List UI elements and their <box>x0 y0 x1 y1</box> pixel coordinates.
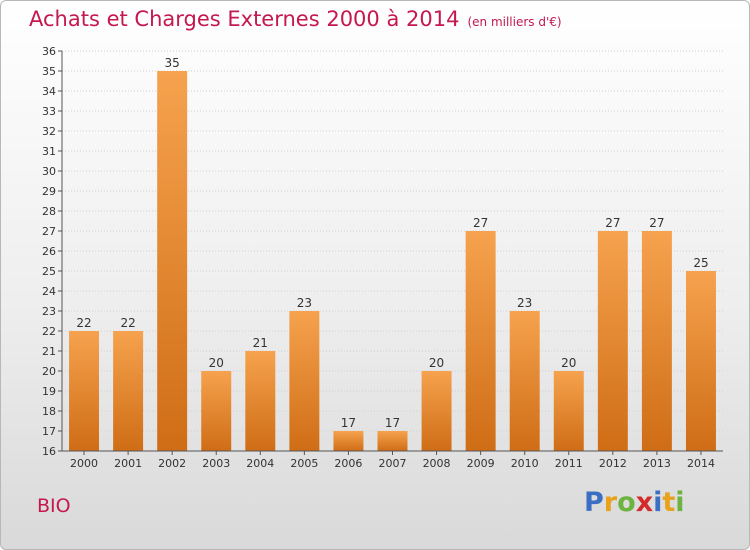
x-tick-label: 2005 <box>290 457 318 470</box>
y-tick-label: 23 <box>42 305 56 318</box>
x-tick-label: 2013 <box>643 457 671 470</box>
y-tick-label: 28 <box>42 205 56 218</box>
y-tick-label: 16 <box>42 445 56 458</box>
data-label: 20 <box>561 356 576 370</box>
y-tick-label: 25 <box>42 265 56 278</box>
labels: 16 17 18 19 20 21 22 23 24 25 26 27 28 29 30 31 32 33 34 35… <box>42 45 715 470</box>
y-tick-label: 27 <box>42 225 56 238</box>
bar <box>377 431 408 451</box>
y-tick-label: 18 <box>42 405 56 418</box>
data-label: 17 <box>341 416 356 430</box>
y-tick-label: 34 <box>42 85 56 98</box>
data-label: 20 <box>429 356 444 370</box>
bar <box>69 331 100 451</box>
y-tick-label: 24 <box>42 285 56 298</box>
logo-letter: r <box>603 487 618 518</box>
data-label: 27 <box>473 216 488 230</box>
data-label: 27 <box>649 216 664 230</box>
x-tick-label: 2008 <box>423 457 451 470</box>
chart-subtitle: (en milliers d'€) <box>467 15 562 29</box>
chart-title-text: Achats et Charges Externes 2000 à 2014 <box>29 7 460 31</box>
bar <box>157 71 188 451</box>
x-tick-label: 2007 <box>379 457 407 470</box>
bars <box>69 71 716 451</box>
bar <box>245 351 276 451</box>
data-label: 21 <box>253 336 268 350</box>
logo-letter: o <box>617 487 636 518</box>
y-tick-label: 26 <box>42 245 56 258</box>
bar <box>641 231 672 451</box>
chart-title: Achats et Charges Externes 2000 à 2014 (e… <box>29 7 562 31</box>
y-tick-label: 20 <box>42 365 56 378</box>
y-tick-label: 36 <box>42 45 56 58</box>
bar <box>333 431 364 451</box>
x-tick-label: 2012 <box>599 457 627 470</box>
x-tick-label: 2002 <box>158 457 186 470</box>
logo-letter: x <box>635 487 654 518</box>
bar <box>553 371 584 451</box>
y-tick-label: 31 <box>42 145 56 158</box>
x-tick-label: 2004 <box>246 457 274 470</box>
logo-letter: i <box>653 487 663 518</box>
bar <box>685 271 716 451</box>
data-label: 35 <box>165 56 180 70</box>
y-tick-label: 33 <box>42 105 56 118</box>
data-label: 22 <box>120 316 135 330</box>
data-label: 20 <box>209 356 224 370</box>
x-tick-label: 2006 <box>334 457 362 470</box>
y-tick-label: 17 <box>42 425 56 438</box>
data-label: 17 <box>385 416 400 430</box>
axes <box>58 50 723 455</box>
y-tick-label: 35 <box>42 65 56 78</box>
commune-name: BIO <box>37 495 71 517</box>
bar <box>289 311 320 451</box>
bar <box>597 231 628 451</box>
data-label: 23 <box>517 296 532 310</box>
x-tick-label: 2000 <box>70 457 98 470</box>
data-label: 22 <box>76 316 91 330</box>
bar <box>509 311 540 451</box>
y-tick-label: 32 <box>42 125 56 138</box>
y-tick-label: 30 <box>42 165 56 178</box>
x-tick-label: 2003 <box>202 457 230 470</box>
bar <box>465 231 496 451</box>
data-label: 23 <box>297 296 312 310</box>
proxiti-logo: Proxiti <box>584 487 685 518</box>
logo-letter: i <box>675 487 685 518</box>
logo-letter: t <box>662 487 676 518</box>
data-label: 25 <box>693 256 708 270</box>
y-tick-label: 22 <box>42 325 56 338</box>
logo-letter: P <box>584 487 604 518</box>
y-tick-label: 29 <box>42 185 56 198</box>
x-tick-label: 2011 <box>555 457 583 470</box>
bar <box>113 331 144 451</box>
x-tick-label: 2010 <box>511 457 539 470</box>
bar <box>421 371 452 451</box>
x-tick-label: 2001 <box>114 457 142 470</box>
x-tick-label: 2009 <box>467 457 495 470</box>
bar <box>201 371 232 451</box>
data-label: 27 <box>605 216 620 230</box>
y-tick-label: 21 <box>42 345 56 358</box>
x-tick-label: 2014 <box>687 457 715 470</box>
y-tick-label: 19 <box>42 385 56 398</box>
